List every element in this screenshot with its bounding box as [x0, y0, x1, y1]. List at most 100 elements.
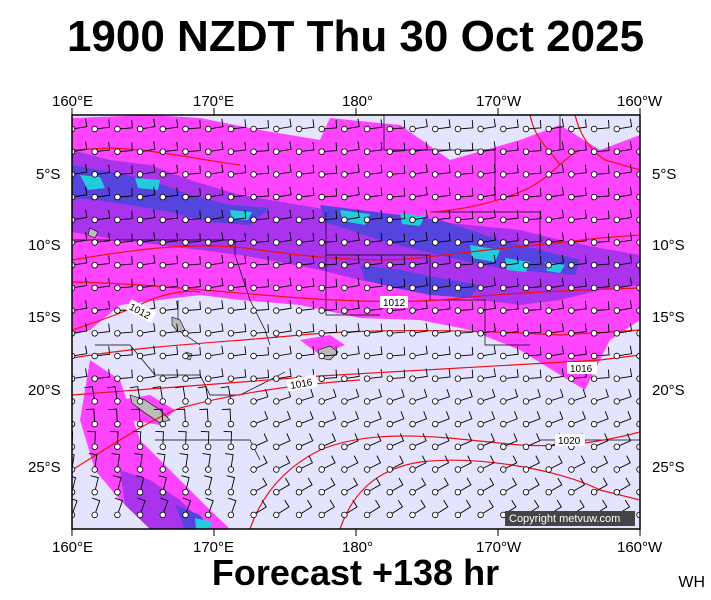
wind-barb: [392, 369, 406, 379]
wind-barb: [460, 389, 473, 401]
wind-barb: [74, 300, 88, 311]
wind-station-marker: [159, 125, 166, 133]
wind-station-marker: [91, 262, 98, 269]
wind-station-marker: [182, 511, 189, 519]
wind-barb: [256, 301, 270, 311]
wind-barb: [460, 210, 474, 221]
wind-station-marker: [432, 489, 439, 496]
wind-barb: [642, 478, 652, 491]
wind-station-marker: [341, 420, 348, 428]
wind-barb: [438, 141, 451, 152]
wind-station-marker: [159, 352, 166, 360]
wind-station-marker: [477, 216, 484, 223]
wind-barb: [211, 118, 224, 129]
wind-station-marker: [204, 193, 212, 201]
wind-barb: [506, 164, 519, 175]
wind-barb: [165, 300, 179, 311]
wind-barb: [160, 497, 169, 513]
wind-station-marker: [318, 420, 325, 428]
wind-barb: [483, 368, 496, 379]
wind-station-marker: [91, 125, 98, 133]
wind-station-marker: [590, 262, 598, 269]
wind-station-marker: [454, 375, 462, 382]
wind-station-marker: [318, 511, 325, 519]
wind-barb: [551, 254, 565, 266]
wind-barb: [483, 300, 496, 311]
wind-barb: [596, 455, 609, 469]
wind-station-marker: [250, 239, 257, 246]
wind-barb: [135, 475, 145, 490]
wind-barb: [108, 408, 118, 422]
wind-station-marker: [386, 375, 393, 382]
wind-station-marker: [227, 193, 235, 201]
lon-label-top-170e: 170°E: [193, 93, 234, 110]
wind-barb: [460, 411, 473, 424]
wind-station-marker: [114, 125, 121, 133]
wind-station-marker: [409, 489, 416, 496]
wind-barb: [301, 455, 314, 469]
wind-barb: [392, 499, 404, 514]
wind-station-marker: [182, 171, 189, 178]
wind-barb: [188, 165, 201, 175]
wind-station-marker: [136, 216, 144, 223]
wind-station-marker: [568, 352, 575, 360]
wind-barb: [74, 118, 88, 129]
wind-barb: [619, 433, 632, 447]
wind-barb: [182, 497, 192, 513]
wind-barb: [142, 232, 156, 243]
wind-barb: [324, 301, 338, 311]
wind-station-marker: [545, 466, 552, 473]
wind-barb: [346, 455, 359, 469]
wind-barb: [483, 455, 495, 469]
wind-station-marker: [273, 262, 280, 269]
wind-barb: [370, 210, 383, 220]
wind-station-marker: [522, 375, 530, 382]
wind-station-marker: [250, 216, 257, 223]
wind-barb: [279, 232, 292, 243]
wind-barb: [97, 210, 111, 220]
wind-station-marker: [432, 420, 439, 428]
wind-station-marker: [454, 216, 462, 223]
wind-station-marker: [182, 216, 189, 223]
wind-station-marker: [250, 148, 257, 155]
wind-barb: [134, 453, 143, 467]
wind-barb: [110, 431, 119, 444]
wind-station-marker: [454, 171, 462, 178]
wind-station-marker: [363, 148, 371, 155]
wind-station-marker: [227, 171, 235, 178]
wind-station-marker: [500, 193, 507, 201]
wind-station-marker: [182, 398, 189, 405]
wind-station-marker: [91, 511, 98, 519]
wind-barb: [225, 453, 234, 467]
wind-barb: [506, 232, 519, 243]
wind-barb: [460, 455, 472, 469]
wind-station-marker: [613, 239, 620, 246]
wind-station-marker: [136, 466, 144, 473]
wind-barb: [551, 232, 565, 243]
wind-barb: [551, 322, 565, 334]
wind-barb: [324, 411, 337, 424]
wind-barb: [619, 209, 633, 220]
wind-barb: [597, 187, 610, 198]
wind-barb: [347, 322, 360, 334]
wind-barb: [415, 345, 428, 356]
wind-barb: [574, 141, 587, 152]
wind-station-marker: [91, 420, 98, 428]
wind-station-marker: [91, 307, 98, 314]
wind-station-marker: [545, 239, 552, 246]
wind-barb: [175, 386, 186, 399]
wind-barb: [370, 119, 383, 130]
wind-barb: [279, 300, 292, 311]
wind-barb: [85, 408, 95, 422]
wind-station-marker: [250, 330, 257, 337]
wind-barb: [483, 254, 496, 266]
lon-label-top-160e: 160°E: [52, 93, 93, 110]
wind-station-marker: [568, 125, 575, 133]
wind-barb: [142, 345, 156, 356]
wind-station-marker: [454, 262, 462, 269]
wind-station-marker: [545, 171, 552, 178]
wind-barb: [131, 408, 141, 422]
wind-barb: [188, 346, 201, 357]
wind-barb: [324, 455, 336, 469]
wind-barb: [301, 164, 315, 175]
